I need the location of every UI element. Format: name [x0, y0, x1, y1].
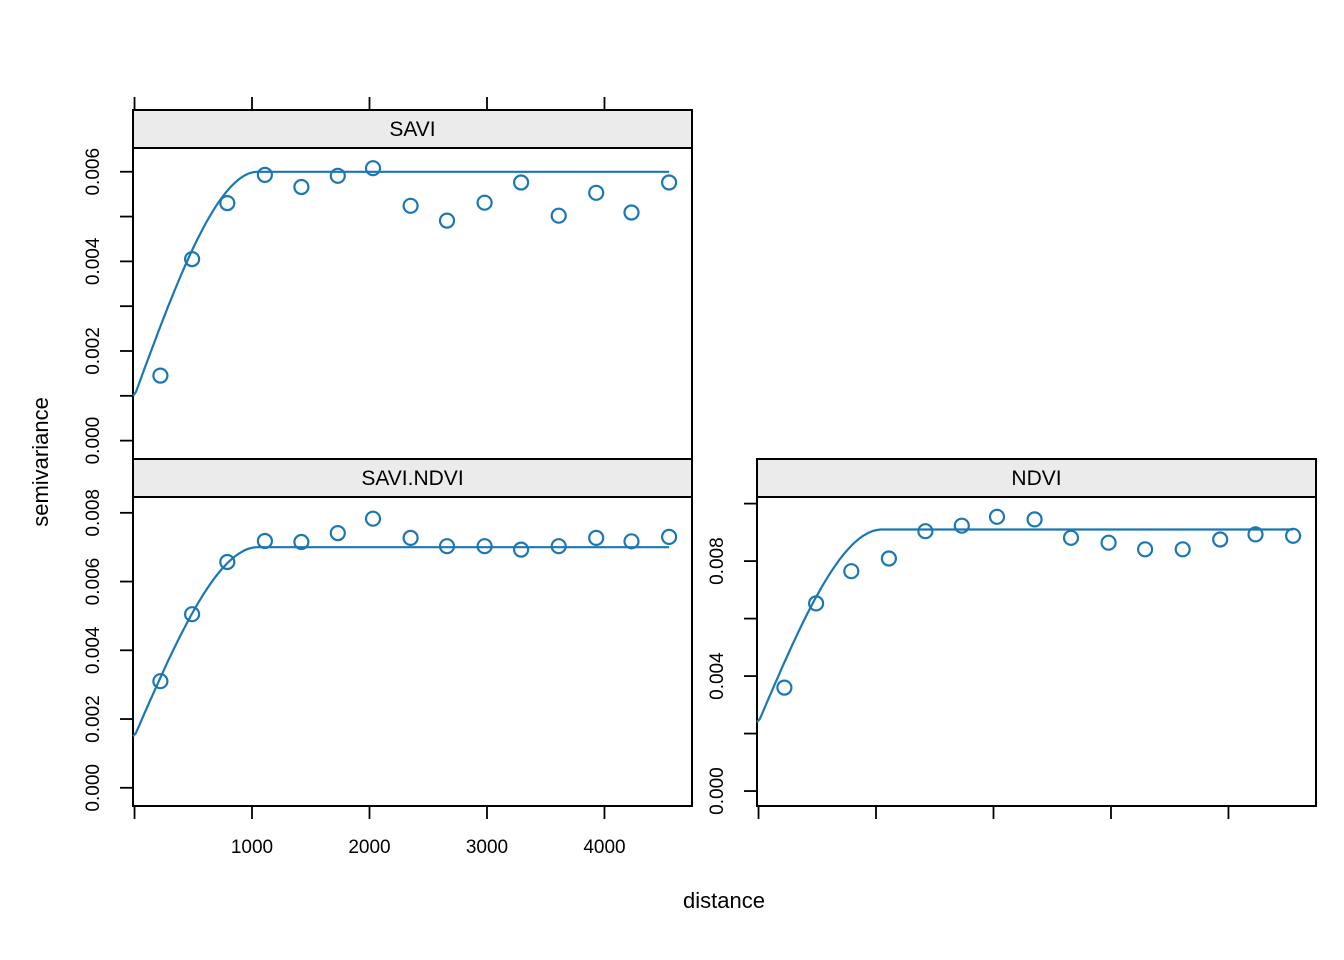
- y-tick-label: 0.008: [707, 537, 728, 585]
- variogram-point: [1100, 534, 1117, 551]
- variogram-point: [776, 679, 793, 696]
- variogram-point: [880, 550, 898, 567]
- variogram-point: [438, 212, 456, 229]
- x-tick-label: 3000: [466, 837, 508, 858]
- y-tick-label: 0.004: [707, 652, 728, 700]
- y-axis-label: semivariance: [28, 397, 53, 527]
- y-tick-label: 0.004: [83, 237, 104, 285]
- variogram-point: [1212, 531, 1229, 548]
- variogram-point: [293, 178, 310, 196]
- variogram-point: [1026, 511, 1043, 528]
- panel-frame-ndvi: [756, 496, 1317, 807]
- strip-label-savi-ndvi: SAVI.NDVI: [361, 467, 463, 490]
- variogram-point: [152, 367, 169, 384]
- panels-layer: SAVI 0.000 0.002 0.004 0.006 SAVI.NDVI 0.000 0.…: [83, 97, 1317, 858]
- variogram-point: [184, 606, 201, 623]
- y-tick-label: 0.000: [83, 764, 104, 812]
- variogram-point: [476, 538, 493, 555]
- variogram-point: [1062, 529, 1080, 546]
- variogram-point: [843, 563, 860, 580]
- variogram-point: [1136, 541, 1154, 558]
- strip-label-ndvi: NDVI: [1011, 467, 1061, 490]
- variogram-point: [1174, 541, 1191, 558]
- y-tick-label: 0.000: [83, 417, 104, 465]
- panel-frame-savi: [132, 147, 693, 460]
- variogram-point: [256, 166, 273, 183]
- x-axis-label: distance: [683, 888, 765, 913]
- variogram-point: [152, 673, 169, 690]
- y-tick-label: 0.008: [83, 489, 104, 537]
- variogram-point: [364, 510, 382, 527]
- panel-savi-ndvi: SAVI.NDVI 0.000 0.002 0.004 0.006 0.008 1000 20…: [83, 458, 693, 858]
- panel-ndvi: NDVI 0.000 0.004 0.008: [707, 458, 1317, 819]
- variogram-point: [329, 167, 346, 184]
- variogram-point: [588, 184, 605, 201]
- variogram-point: [1247, 526, 1264, 543]
- y-tick-label: 0.004: [83, 626, 104, 674]
- variogram-point: [256, 532, 273, 550]
- variogram-point: [438, 538, 456, 555]
- variogram-point: [512, 174, 530, 191]
- variogram-point: [550, 207, 567, 224]
- variogram-point: [660, 528, 678, 546]
- variogram-point: [402, 197, 419, 214]
- model-line-savi: [132, 170, 670, 397]
- variogram-point: [476, 194, 493, 211]
- variogram-point: [623, 204, 640, 221]
- y-tick-label: 0.006: [83, 148, 104, 196]
- variogram-point: [219, 553, 236, 571]
- y-tick-label: 0.002: [83, 695, 104, 743]
- y-tick-label: 0.006: [83, 558, 104, 606]
- variogram-point: [402, 529, 419, 547]
- x-tick-label: 1000: [231, 837, 273, 858]
- x-tick-label: 2000: [348, 837, 390, 858]
- variogram-point: [660, 174, 678, 191]
- variogram-point: [953, 517, 970, 534]
- variogram-point: [588, 529, 605, 547]
- variogram-point: [917, 523, 934, 540]
- variogram-point: [184, 251, 201, 268]
- strip-savi: [132, 109, 693, 149]
- variogram-point: [219, 195, 236, 212]
- y-tick-label: 0.002: [83, 327, 104, 375]
- variogram-point: [623, 533, 640, 550]
- variogram-point: [807, 595, 825, 612]
- variogram-point: [988, 508, 1006, 525]
- variogram-point: [293, 533, 310, 551]
- panel-savi: SAVI 0.000 0.002 0.004 0.006: [83, 97, 693, 465]
- y-tick-label: 0.000: [707, 767, 728, 815]
- variogram-point: [1284, 527, 1302, 544]
- variogram-point: [550, 538, 567, 555]
- model-line-savi-ndvi: [132, 546, 670, 737]
- panel-frame-savi-ndvi: [132, 496, 693, 807]
- variogram-point: [364, 160, 382, 177]
- variogram-point: [512, 541, 530, 558]
- strip-label-savi: SAVI: [389, 118, 435, 141]
- variogram-point: [329, 524, 346, 542]
- model-line-ndvi: [756, 528, 1294, 723]
- x-tick-label: 4000: [583, 837, 625, 858]
- strip-ndvi: [756, 458, 1317, 498]
